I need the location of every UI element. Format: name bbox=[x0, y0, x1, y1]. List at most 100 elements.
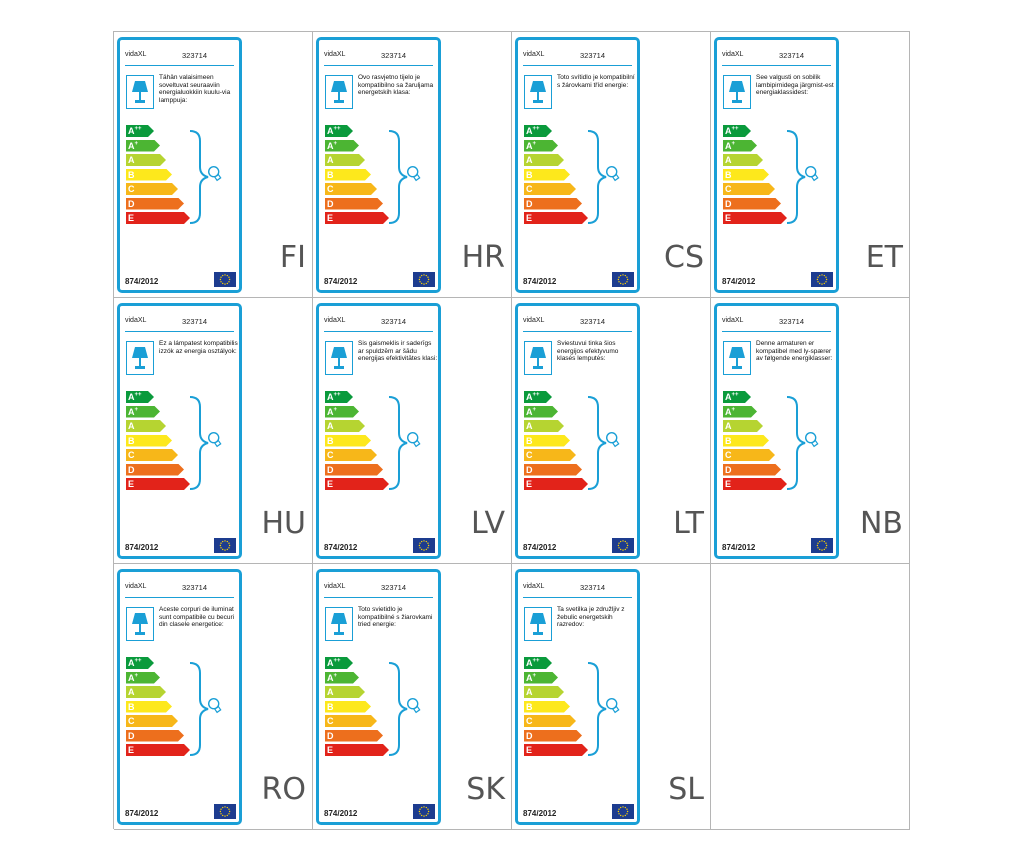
energy-class-letter: D bbox=[128, 198, 135, 209]
brand-name: vidaXL bbox=[523, 51, 545, 58]
energy-class-arrow: A+ bbox=[723, 405, 757, 418]
model-number: 323714 bbox=[779, 317, 805, 326]
regulation-number: 874/2012 bbox=[523, 277, 557, 286]
energy-class-letter: D bbox=[725, 198, 732, 209]
energy-class-arrow: A++ bbox=[126, 391, 154, 403]
energy-class-scale: A++ A+ A B C D E bbox=[524, 125, 588, 227]
energy-class-plus: + bbox=[731, 140, 736, 147]
energy-class-arrow: A++ bbox=[723, 125, 751, 137]
energy-class-arrow: A+ bbox=[126, 671, 160, 684]
energy-class-letter: A bbox=[526, 140, 533, 151]
language-code: SL bbox=[668, 772, 704, 807]
lamp-icon bbox=[524, 341, 552, 375]
energy-class-plus: ++ bbox=[333, 658, 341, 664]
lamp-icon bbox=[723, 75, 751, 109]
compatibility-text: Aceste corpuri de iluminat sunt compatib… bbox=[159, 606, 235, 628]
energy-class-letter: A bbox=[526, 392, 533, 402]
energy-class-arrow: E bbox=[126, 212, 190, 224]
lamp-icon bbox=[126, 607, 154, 641]
energy-class-arrow: E bbox=[325, 212, 389, 224]
energy-class-arrow: C bbox=[325, 449, 377, 461]
energy-class-letter: C bbox=[725, 450, 732, 460]
energy-class-letter: B bbox=[128, 701, 135, 712]
brand-name: vidaXL bbox=[125, 317, 147, 324]
model-number: 323714 bbox=[381, 51, 407, 60]
energy-class-letter: D bbox=[725, 464, 732, 475]
energy-class-letter: C bbox=[725, 184, 732, 194]
energy-class-letter: D bbox=[526, 730, 533, 741]
model-number: 323714 bbox=[182, 583, 208, 592]
energy-class-arrow: A++ bbox=[723, 391, 751, 403]
energy-class-letter: C bbox=[128, 450, 135, 460]
energy-class-letter: A bbox=[128, 687, 135, 697]
energy-class-plus: ++ bbox=[731, 126, 739, 132]
header-divider bbox=[324, 597, 433, 598]
energy-class-arrow: A bbox=[325, 686, 365, 698]
energy-class-scale: A++ A+ A B C D E bbox=[126, 125, 190, 227]
energy-class-arrow: A+ bbox=[524, 139, 558, 152]
brand-name: vidaXL bbox=[324, 317, 346, 324]
energy-class-arrow: A bbox=[524, 154, 564, 166]
energy-class-arrow: D bbox=[325, 729, 383, 742]
energy-class-arrow: B bbox=[524, 434, 570, 447]
energy-class-letter: D bbox=[128, 464, 135, 475]
energy-class-letter: A bbox=[327, 126, 334, 136]
energy-class-letter: D bbox=[526, 464, 533, 475]
energy-class-arrow: A+ bbox=[325, 671, 359, 684]
model-number: 323714 bbox=[182, 51, 208, 60]
model-number: 323714 bbox=[580, 317, 606, 326]
energy-label: vidaXL 323714 Ovo rasvjetno tijelo je ko… bbox=[316, 37, 441, 293]
energy-class-letter: A bbox=[128, 421, 135, 431]
energy-class-arrow: A bbox=[126, 420, 166, 432]
header-divider bbox=[324, 65, 433, 66]
energy-class-arrow: A+ bbox=[126, 405, 160, 418]
energy-class-scale: A++ A+ A B C D E bbox=[325, 657, 389, 759]
energy-class-letter: A bbox=[327, 672, 334, 683]
energy-class-plus: + bbox=[333, 672, 338, 679]
energy-class-letter: A bbox=[128, 140, 135, 151]
energy-class-arrow: B bbox=[524, 168, 570, 181]
lamp-icon bbox=[126, 341, 154, 375]
energy-class-letter: A bbox=[526, 155, 533, 165]
lamp-icon bbox=[325, 75, 353, 109]
energy-class-letter: A bbox=[526, 658, 533, 668]
energy-class-letter: B bbox=[128, 435, 135, 446]
energy-class-letter: B bbox=[526, 169, 533, 180]
energy-class-plus: ++ bbox=[532, 658, 540, 664]
bulb-brace-icon bbox=[587, 130, 620, 224]
energy-class-arrow: B bbox=[325, 434, 371, 447]
energy-class-letter: A bbox=[327, 406, 334, 417]
energy-class-plus: + bbox=[134, 672, 139, 679]
label-cell: vidaXL 323714 Ta svetilka je združljiv z… bbox=[512, 564, 711, 830]
energy-class-arrow: C bbox=[325, 715, 377, 727]
energy-class-letter: A bbox=[526, 421, 533, 431]
eu-flag-icon bbox=[612, 272, 634, 287]
energy-class-letter: A bbox=[725, 126, 732, 136]
energy-label: vidaXL 323714 See valgusti on sobilik la… bbox=[714, 37, 839, 293]
energy-class-letter: C bbox=[526, 450, 533, 460]
energy-class-letter: D bbox=[327, 464, 334, 475]
energy-class-letter: A bbox=[128, 155, 135, 165]
energy-class-arrow: C bbox=[325, 183, 377, 195]
header-divider bbox=[523, 597, 632, 598]
energy-label: vidaXL 323714 Aceste corpuri de iluminat… bbox=[117, 569, 242, 825]
energy-class-letter: A bbox=[526, 672, 533, 683]
energy-class-scale: A++ A+ A B C D E bbox=[524, 391, 588, 493]
energy-class-letter: E bbox=[526, 745, 533, 755]
energy-class-letter: E bbox=[327, 745, 334, 755]
energy-class-letter: B bbox=[327, 701, 334, 712]
energy-class-scale: A++ A+ A B C D E bbox=[126, 657, 190, 759]
lamp-icon bbox=[524, 75, 552, 109]
energy-class-letter: B bbox=[128, 169, 135, 180]
energy-class-letter: E bbox=[725, 479, 732, 489]
bulb-brace-icon bbox=[587, 662, 620, 756]
energy-class-arrow: E bbox=[126, 478, 190, 490]
eu-flag-icon bbox=[612, 538, 634, 553]
energy-class-letter: A bbox=[526, 406, 533, 417]
energy-class-letter: B bbox=[327, 169, 334, 180]
compatibility-text: Ta svetilka je združljiv z žebulic energ… bbox=[557, 606, 625, 628]
language-code: SK bbox=[466, 772, 505, 807]
energy-class-arrow: C bbox=[126, 183, 178, 195]
energy-class-arrow: A+ bbox=[723, 139, 757, 152]
regulation-number: 874/2012 bbox=[125, 277, 159, 286]
